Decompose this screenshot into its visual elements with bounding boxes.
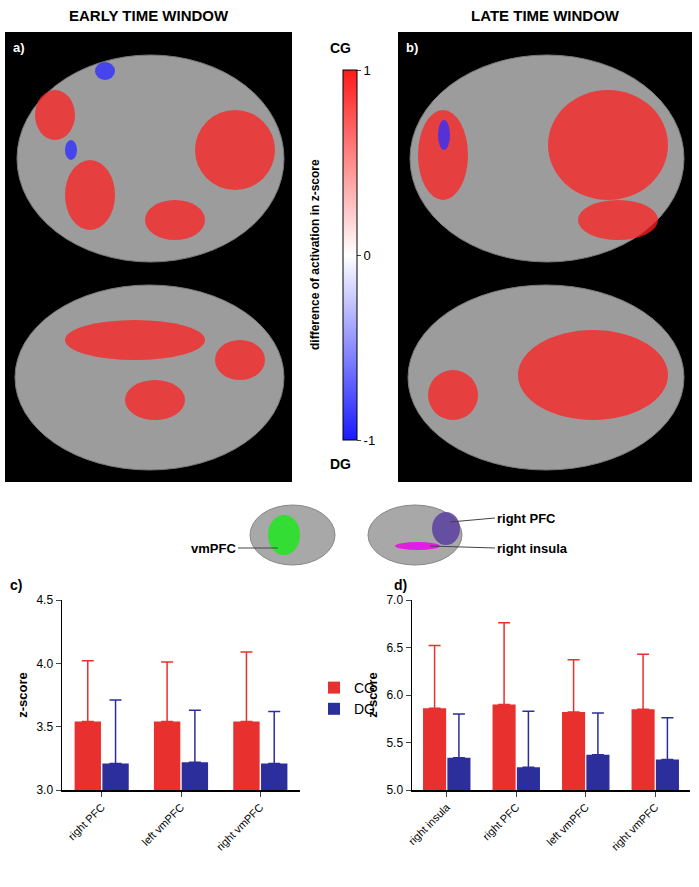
svg-text:vmPFC: vmPFC: [191, 541, 236, 556]
svg-text:d): d): [394, 577, 407, 593]
svg-text:right insula: right insula: [406, 800, 453, 847]
svg-text:z-score: z-score: [365, 672, 380, 718]
svg-text:EARLY TIME WINDOW: EARLY TIME WINDOW: [69, 7, 229, 24]
svg-text:0: 0: [364, 248, 371, 263]
svg-text:6.0: 6.0: [386, 688, 403, 702]
svg-text:b): b): [406, 40, 418, 55]
svg-text:CG: CG: [330, 40, 351, 56]
svg-text:right PFC: right PFC: [66, 801, 107, 842]
svg-text:CG: CG: [354, 680, 375, 696]
svg-text:left vmPFC: left vmPFC: [544, 801, 591, 848]
svg-text:z-score: z-score: [15, 672, 30, 718]
svg-text:5.0: 5.0: [386, 783, 403, 797]
svg-text:left vmPFC: left vmPFC: [139, 801, 186, 848]
svg-text:4.5: 4.5: [36, 593, 53, 607]
svg-text:3.5: 3.5: [36, 720, 53, 734]
svg-text:right vmPFC: right vmPFC: [214, 801, 266, 853]
svg-text:4.0: 4.0: [36, 657, 53, 671]
svg-text:LATE TIME WINDOW: LATE TIME WINDOW: [471, 7, 620, 24]
svg-text:DG: DG: [354, 701, 375, 717]
svg-text:right insula: right insula: [497, 541, 568, 556]
svg-text:6.5: 6.5: [386, 641, 403, 655]
svg-text:right vmPFC: right vmPFC: [609, 801, 661, 853]
svg-text:1: 1: [364, 63, 371, 78]
svg-text:right PFC: right PFC: [497, 511, 556, 526]
svg-text:-1: -1: [364, 433, 376, 448]
svg-text:5.5: 5.5: [386, 736, 403, 750]
svg-text:a): a): [13, 40, 25, 55]
svg-text:c): c): [10, 577, 22, 593]
svg-text:difference of activation in z-: difference of activation in z-score: [308, 159, 322, 350]
svg-text:7.0: 7.0: [386, 593, 403, 607]
svg-text:DG: DG: [330, 456, 351, 472]
svg-text:right PFC: right PFC: [480, 801, 521, 842]
svg-text:3.0: 3.0: [36, 783, 53, 797]
